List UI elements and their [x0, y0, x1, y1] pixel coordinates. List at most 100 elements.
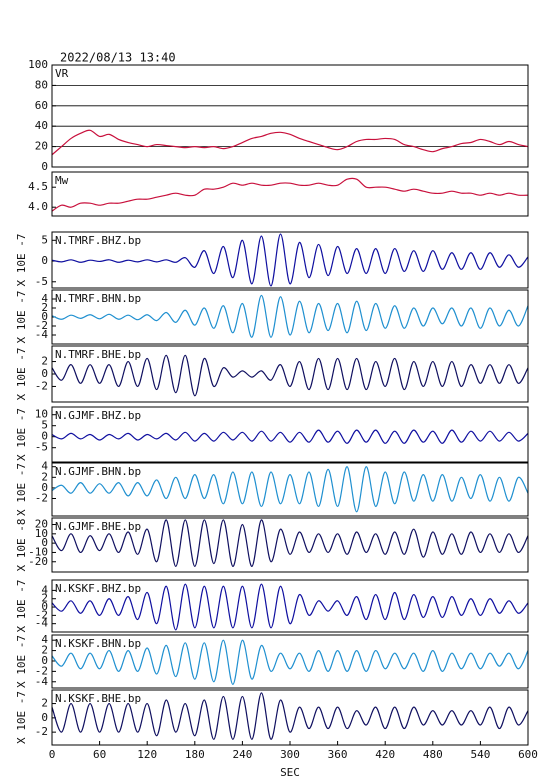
y-tick-label: 5: [41, 233, 48, 246]
panel-label: N.GJMF.BHN.bp: [55, 465, 141, 478]
trace: [51, 519, 529, 568]
panel-frame: [51, 579, 529, 633]
x-tick-label: 180: [185, 748, 205, 761]
trace: [51, 429, 529, 444]
y-tick-label: -4: [35, 328, 49, 341]
panel-label: N.TMRF.BHN.bp: [55, 292, 141, 305]
y-tick-label: 4: [41, 292, 48, 305]
y-tick-label: 4: [41, 583, 48, 596]
y-axis-label: X 10E -7: [15, 291, 28, 344]
y-tick-label: 2: [41, 644, 48, 657]
y-tick-label: -10: [28, 545, 48, 558]
y-axis-label: X 10E -7: [15, 234, 28, 287]
y-tick-label: 80: [35, 78, 48, 91]
x-tick-label: 120: [137, 748, 157, 761]
y-tick-label: 0: [41, 481, 48, 494]
x-tick-label: 240: [232, 748, 252, 761]
x-tick-label: 0: [49, 748, 56, 761]
trace: [51, 354, 529, 397]
x-tick-label: 540: [470, 748, 490, 761]
y-tick-label: 10: [35, 527, 48, 540]
y-tick-label: -2: [35, 492, 48, 505]
panel-label: N.GJMF.BHE.bp: [55, 520, 141, 533]
y-tick-label: 0: [41, 160, 48, 173]
y-tick-label: 2: [41, 470, 48, 483]
y-tick-label: -2: [35, 319, 48, 332]
y-tick-label: 20: [35, 518, 48, 531]
y-tick-label: -2: [35, 664, 48, 677]
y-tick-label: 0: [41, 654, 48, 667]
y-tick-label: 2: [41, 301, 48, 314]
x-tick-label: 360: [328, 748, 348, 761]
trace: [51, 294, 529, 338]
y-tick-label: -4: [35, 675, 49, 688]
y-tick-label: 0: [41, 254, 48, 267]
x-tick-label: 60: [93, 748, 106, 761]
panel-frame: [51, 517, 529, 573]
y-axis-label: X 10E -7: [15, 408, 28, 461]
panel-label: N.GJMF.BHZ.bp: [55, 409, 141, 422]
y-tick-label: -20: [28, 555, 48, 568]
x-tick-label: 600: [518, 748, 538, 761]
panel-label: Mw: [55, 174, 69, 187]
trace: [51, 129, 529, 156]
y-tick-label: 2: [41, 697, 48, 710]
panel-frame: [51, 171, 529, 217]
y-tick-label: 0: [41, 367, 48, 380]
x-tick-label: 420: [375, 748, 395, 761]
panel-frame: [51, 634, 529, 689]
y-tick-label: -4: [35, 617, 49, 630]
panel-label: N.TMRF.BHZ.bp: [55, 234, 141, 247]
trace: [51, 177, 529, 212]
x-tick-label: 300: [280, 748, 300, 761]
chart-title: 2022/08/13 13:40: [60, 51, 176, 65]
y-tick-label: 2: [41, 592, 48, 605]
y-axis-label: X 10E -7: [15, 691, 28, 744]
panel-label: N.KSKF.BHN.bp: [55, 637, 141, 650]
y-tick-label: 5: [41, 419, 48, 432]
y-tick-label: -2: [35, 725, 48, 738]
panel-label: N.KSKF.BHE.bp: [55, 692, 141, 705]
panel-frame: [51, 64, 529, 168]
y-tick-label: 0: [41, 430, 48, 443]
y-tick-label: 10: [35, 408, 48, 421]
y-tick-label: 100: [28, 58, 48, 71]
panel-frame: [51, 406, 529, 463]
trace: [51, 692, 529, 740]
y-tick-label: 20: [35, 140, 48, 153]
panel-label: N.TMRF.BHE.bp: [55, 348, 141, 361]
x-axis-label: SEC: [280, 766, 300, 779]
y-tick-label: 0: [41, 600, 48, 613]
trace: [51, 639, 529, 685]
y-tick-label: -5: [35, 441, 48, 454]
y-axis-label: X 10E -7: [15, 348, 28, 401]
y-tick-label: 4.0: [28, 200, 48, 213]
trace: [51, 233, 529, 287]
y-axis-label: X 10E -7: [15, 580, 28, 633]
y-tick-label: 40: [35, 119, 48, 132]
y-tick-label: 2: [41, 355, 48, 368]
panel-label: VR: [55, 67, 69, 80]
y-axis-label: X 10E -8: [15, 519, 28, 572]
y-tick-label: -2: [35, 379, 48, 392]
panel-frame: [51, 289, 529, 345]
y-axis-label: X 10E -7: [15, 635, 28, 688]
y-tick-label: 0: [41, 711, 48, 724]
y-tick-label: -5: [35, 275, 48, 288]
panel-frame: [51, 345, 529, 403]
y-tick-label: 0: [41, 310, 48, 323]
trace: [51, 583, 529, 631]
y-tick-label: -2: [35, 608, 48, 621]
y-tick-label: 4: [41, 633, 48, 646]
panel-label: N.KSKF.BHZ.bp: [55, 582, 141, 595]
trace: [51, 466, 529, 513]
panel-frame: [51, 231, 529, 289]
y-tick-label: 60: [35, 99, 48, 112]
x-tick-label: 480: [423, 748, 443, 761]
y-tick-label: 0: [41, 536, 48, 549]
y-tick-label: 4.5: [28, 180, 48, 193]
y-axis-label: X 10E -7: [15, 463, 28, 516]
panel-frame: [51, 462, 529, 517]
panel-frame: [51, 689, 529, 746]
